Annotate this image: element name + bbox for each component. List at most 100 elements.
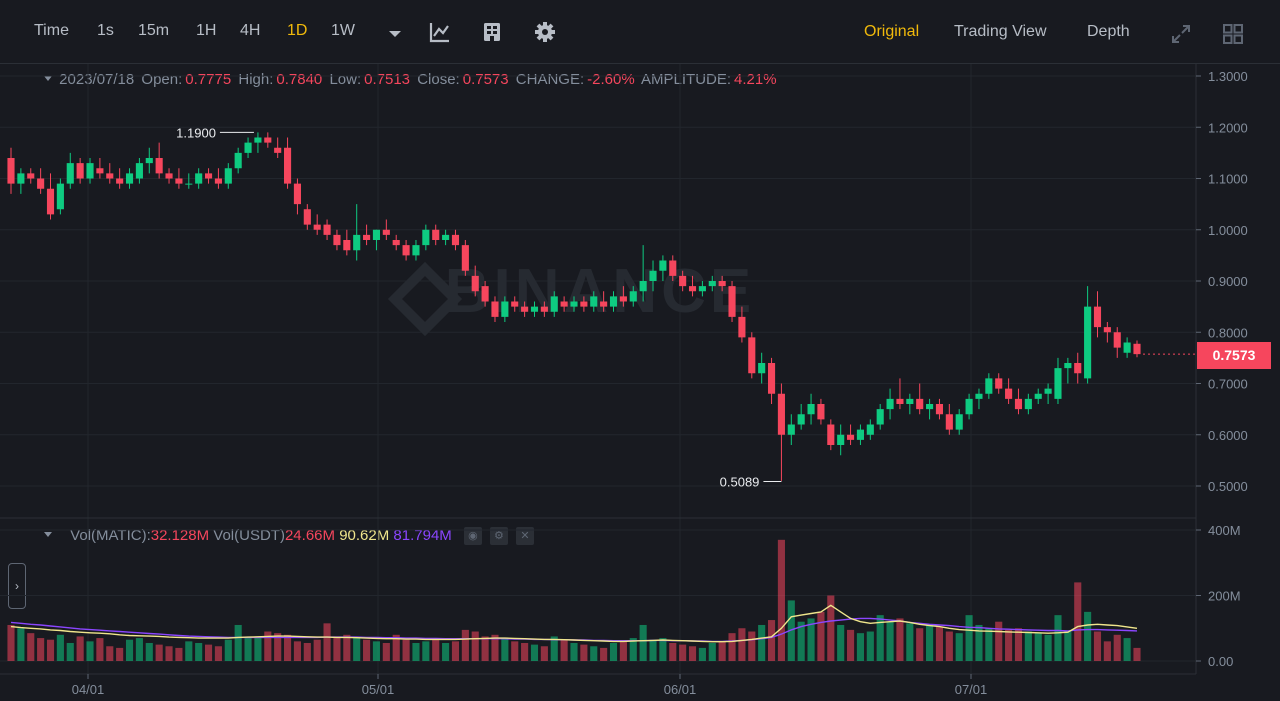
view-trading-view[interactable]: Trading View [954,23,1047,40]
open-value: 0.7775 [185,71,232,88]
candle-body [27,173,35,179]
interval-4h[interactable]: 4H [240,22,261,39]
price-tick-label: 1.2000 [1208,120,1248,135]
volume-bar [560,639,568,661]
candle-body [7,158,15,184]
volume-bar [76,636,84,661]
volume-bar [1084,611,1092,661]
volume-bar [945,631,953,661]
interval-time[interactable]: Time [34,22,69,39]
candle-body [1103,327,1111,333]
volume-bar [975,624,983,661]
high-annotation-label: 1.1900 [176,125,216,140]
volume-bar [96,638,104,661]
fullscreen-icon[interactable] [1169,22,1193,46]
candle-body [955,414,963,430]
volume-bar [629,638,637,661]
volume-bar [46,639,55,661]
interval-1s[interactable]: 1s [97,22,114,39]
candle-body [392,240,400,246]
remove-indicator-icon[interactable]: ✕ [515,527,534,546]
more-intervals-dropdown-icon[interactable] [383,22,407,46]
volume-bar [323,623,331,661]
volume-bar [382,642,390,661]
volume-bar [619,641,627,661]
candle-body [402,245,410,256]
candle-body [363,234,371,240]
volume-bar [224,639,232,661]
volume-bar [738,628,746,661]
volume-bar [1034,633,1042,661]
volume-bar [214,646,222,661]
volume-bar [155,644,163,661]
candle-body [619,296,627,302]
candle-body [303,209,311,225]
volume-bar [254,636,262,661]
candle-body [609,296,618,307]
interval-15m[interactable]: 15m [138,22,170,39]
candle-body [165,173,173,179]
candle-body [1044,388,1052,394]
candle-body [116,178,124,184]
current-price-tag: 0.7573 [1197,342,1271,369]
candle-body [264,137,272,143]
interval-1w[interactable]: 1W [331,22,355,39]
volume-bar [935,626,944,661]
candle-body [106,173,114,179]
price-tick-label: 1.0000 [1208,223,1248,238]
candle-body [313,224,321,230]
volume-bar [1014,628,1023,661]
volume-bar [669,642,677,661]
collapse-caret-icon[interactable] [44,75,52,81]
price-tick-label: 1.1000 [1208,172,1248,187]
volume-bar [125,639,134,661]
volume-bar [442,642,450,661]
volume-collapse-caret-icon[interactable] [44,531,52,537]
candle-body [560,301,568,307]
candle-body [382,229,390,235]
interval-1d[interactable]: 1D [287,22,308,39]
candle-body [985,378,993,394]
volume-bar [1103,641,1111,661]
candlestick-chart[interactable]: BINANCE 1.3000 1.2000 1.1000 1.0000 0.9000 0.8… [0,64,1280,701]
time-tick-label: 04/01 [72,682,105,697]
volume-bar [758,624,766,661]
volume-bar [580,644,588,661]
volume-bar [1064,631,1072,661]
layout-grid-icon[interactable] [1221,22,1245,46]
volume-bar [195,642,203,661]
volume-bar [1113,634,1121,661]
candle-body [570,301,578,307]
volume-bar [748,631,756,661]
indicator-settings-icon[interactable]: ⚙ [489,527,508,546]
candle-body [787,424,795,435]
indicators-icon[interactable] [428,20,452,44]
candle-body [1123,342,1131,353]
settings-gear-icon[interactable] [533,20,557,44]
volume-bar [471,631,479,661]
vol-usdt-value: 24.66M [284,527,336,544]
price-tick-label: 0.5000 [1208,479,1248,494]
templates-icon[interactable] [480,20,504,44]
volume-bar [777,539,785,661]
candle-body [708,281,716,287]
visibility-eye-icon[interactable]: ◉ [463,527,482,546]
expand-panel-button[interactable]: › [8,563,26,609]
volume-bar [491,634,499,661]
vol-matic-value: 32.128M [150,527,210,544]
candle-body [807,404,815,415]
view-original[interactable]: Original [864,23,920,40]
volume-bar [1044,634,1052,661]
candle-body [511,301,519,307]
interval-1h[interactable]: 1H [196,22,217,39]
volume-bar [17,628,25,661]
volume-bar [590,646,598,661]
candle-body [175,178,183,184]
volume-bar [847,629,855,661]
volume-bar [185,641,193,661]
volume-bar [787,600,795,661]
view-depth[interactable]: Depth [1087,23,1130,40]
volume-bar [609,642,618,661]
volume-bar [412,642,420,661]
candle-body [195,173,203,184]
